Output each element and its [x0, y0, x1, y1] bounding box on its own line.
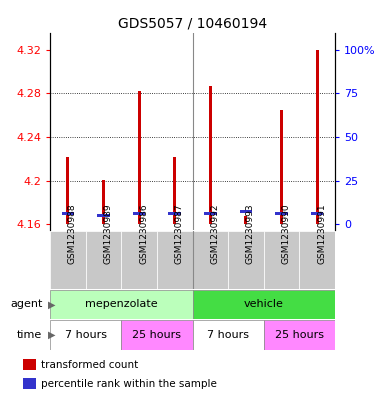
- Bar: [50, 290, 192, 319]
- Text: vehicle: vehicle: [244, 299, 284, 309]
- Text: GSM1230986: GSM1230986: [139, 203, 148, 264]
- Text: transformed count: transformed count: [41, 360, 139, 370]
- Bar: [50, 231, 85, 289]
- Bar: [280, 110, 283, 224]
- Bar: [102, 180, 105, 224]
- Text: GSM1230990: GSM1230990: [281, 203, 291, 264]
- Bar: [133, 212, 145, 215]
- Bar: [209, 86, 212, 224]
- Bar: [173, 157, 176, 224]
- Bar: [204, 212, 216, 215]
- Text: GSM1230989: GSM1230989: [104, 203, 112, 264]
- Bar: [300, 231, 335, 289]
- Bar: [240, 210, 252, 213]
- Bar: [275, 212, 288, 215]
- Bar: [192, 231, 228, 289]
- Text: GSM1230992: GSM1230992: [210, 203, 219, 264]
- Text: GSM1230987: GSM1230987: [175, 203, 184, 264]
- Bar: [23, 378, 36, 389]
- Text: ▶: ▶: [48, 299, 55, 309]
- Text: agent: agent: [10, 299, 42, 309]
- Bar: [97, 214, 110, 217]
- Bar: [316, 50, 318, 224]
- Bar: [23, 359, 36, 370]
- Bar: [121, 231, 157, 289]
- Text: mepenzolate: mepenzolate: [85, 299, 157, 309]
- Text: 7 hours: 7 hours: [207, 330, 249, 340]
- Text: ▶: ▶: [48, 330, 55, 340]
- Bar: [67, 157, 69, 224]
- Text: 25 hours: 25 hours: [132, 330, 181, 340]
- Bar: [228, 231, 264, 289]
- Bar: [121, 320, 192, 350]
- Text: time: time: [17, 330, 42, 340]
- Bar: [192, 320, 264, 350]
- Bar: [244, 216, 247, 224]
- Bar: [157, 231, 192, 289]
- Bar: [85, 231, 121, 289]
- Text: 25 hours: 25 hours: [275, 330, 324, 340]
- Text: GSM1230991: GSM1230991: [317, 203, 326, 264]
- Text: GSM1230988: GSM1230988: [68, 203, 77, 264]
- Bar: [311, 212, 323, 215]
- Bar: [264, 320, 335, 350]
- Bar: [169, 212, 181, 215]
- Title: GDS5057 / 10460194: GDS5057 / 10460194: [118, 17, 267, 31]
- Text: percentile rank within the sample: percentile rank within the sample: [41, 379, 217, 389]
- Text: 7 hours: 7 hours: [65, 330, 107, 340]
- Bar: [264, 231, 300, 289]
- Bar: [50, 320, 121, 350]
- Text: GSM1230993: GSM1230993: [246, 203, 255, 264]
- Bar: [192, 290, 335, 319]
- Bar: [62, 212, 74, 215]
- Bar: [138, 91, 141, 224]
